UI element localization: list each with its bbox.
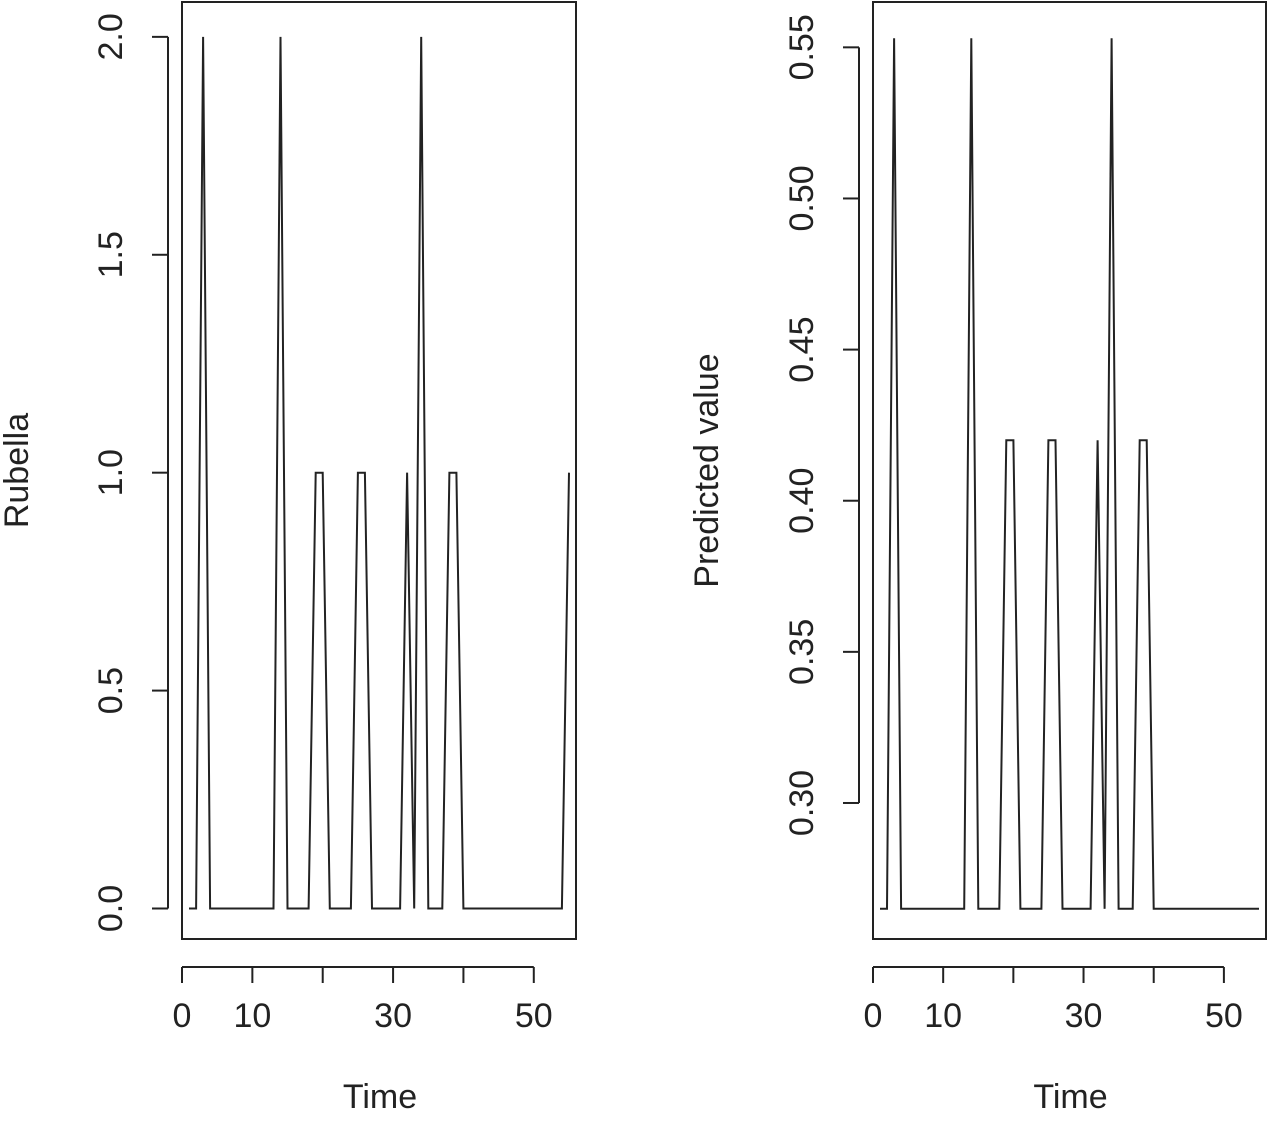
y-tick-label: 0.45	[783, 317, 821, 383]
y-tick-label: 0.0	[92, 885, 130, 932]
chart-panel-rubella: 0 10 30 50 0.0 0.5 1.0 1.5 2.0 Time Rubella	[0, 1, 577, 1116]
series-line-0	[189, 36, 570, 910]
x-tick-label: 50	[515, 997, 553, 1035]
y-tick-label: 0.5	[92, 667, 130, 714]
plot-frame	[181, 1, 577, 940]
chart-panel-predicted-value: 0 10 30 50 0.30 0.35 0.40 0.45 0.50 0.55 Time Predi…	[688, 1, 1267, 1116]
plot-frame	[872, 1, 1267, 940]
y-tick-label: 1.5	[92, 231, 130, 278]
y-axis-title: Predicted value	[688, 353, 726, 587]
x-tick-label: 30	[374, 997, 412, 1035]
y-tick-label: 0.35	[783, 619, 821, 685]
y-axis-title: Rubella	[0, 413, 36, 528]
x-tick-label: 0	[864, 997, 883, 1035]
x-tick-label: 0	[173, 997, 192, 1035]
series-line-0	[880, 38, 1259, 910]
x-tick-label: 10	[924, 997, 962, 1035]
y-tick-label: 0.40	[783, 468, 821, 534]
y-tick-label: 0.30	[783, 770, 821, 836]
y-tick-label: 1.0	[92, 449, 130, 496]
x-tick-label: 10	[233, 997, 271, 1035]
x-tick-label: 50	[1205, 997, 1243, 1035]
x-axis-title: Time	[1033, 1078, 1107, 1116]
y-tick-label: 0.55	[783, 14, 821, 80]
x-axis-title: Time	[343, 1078, 417, 1116]
x-tick-label: 30	[1065, 997, 1103, 1035]
y-tick-label: 0.50	[783, 165, 821, 231]
y-tick-label: 2.0	[92, 13, 130, 60]
